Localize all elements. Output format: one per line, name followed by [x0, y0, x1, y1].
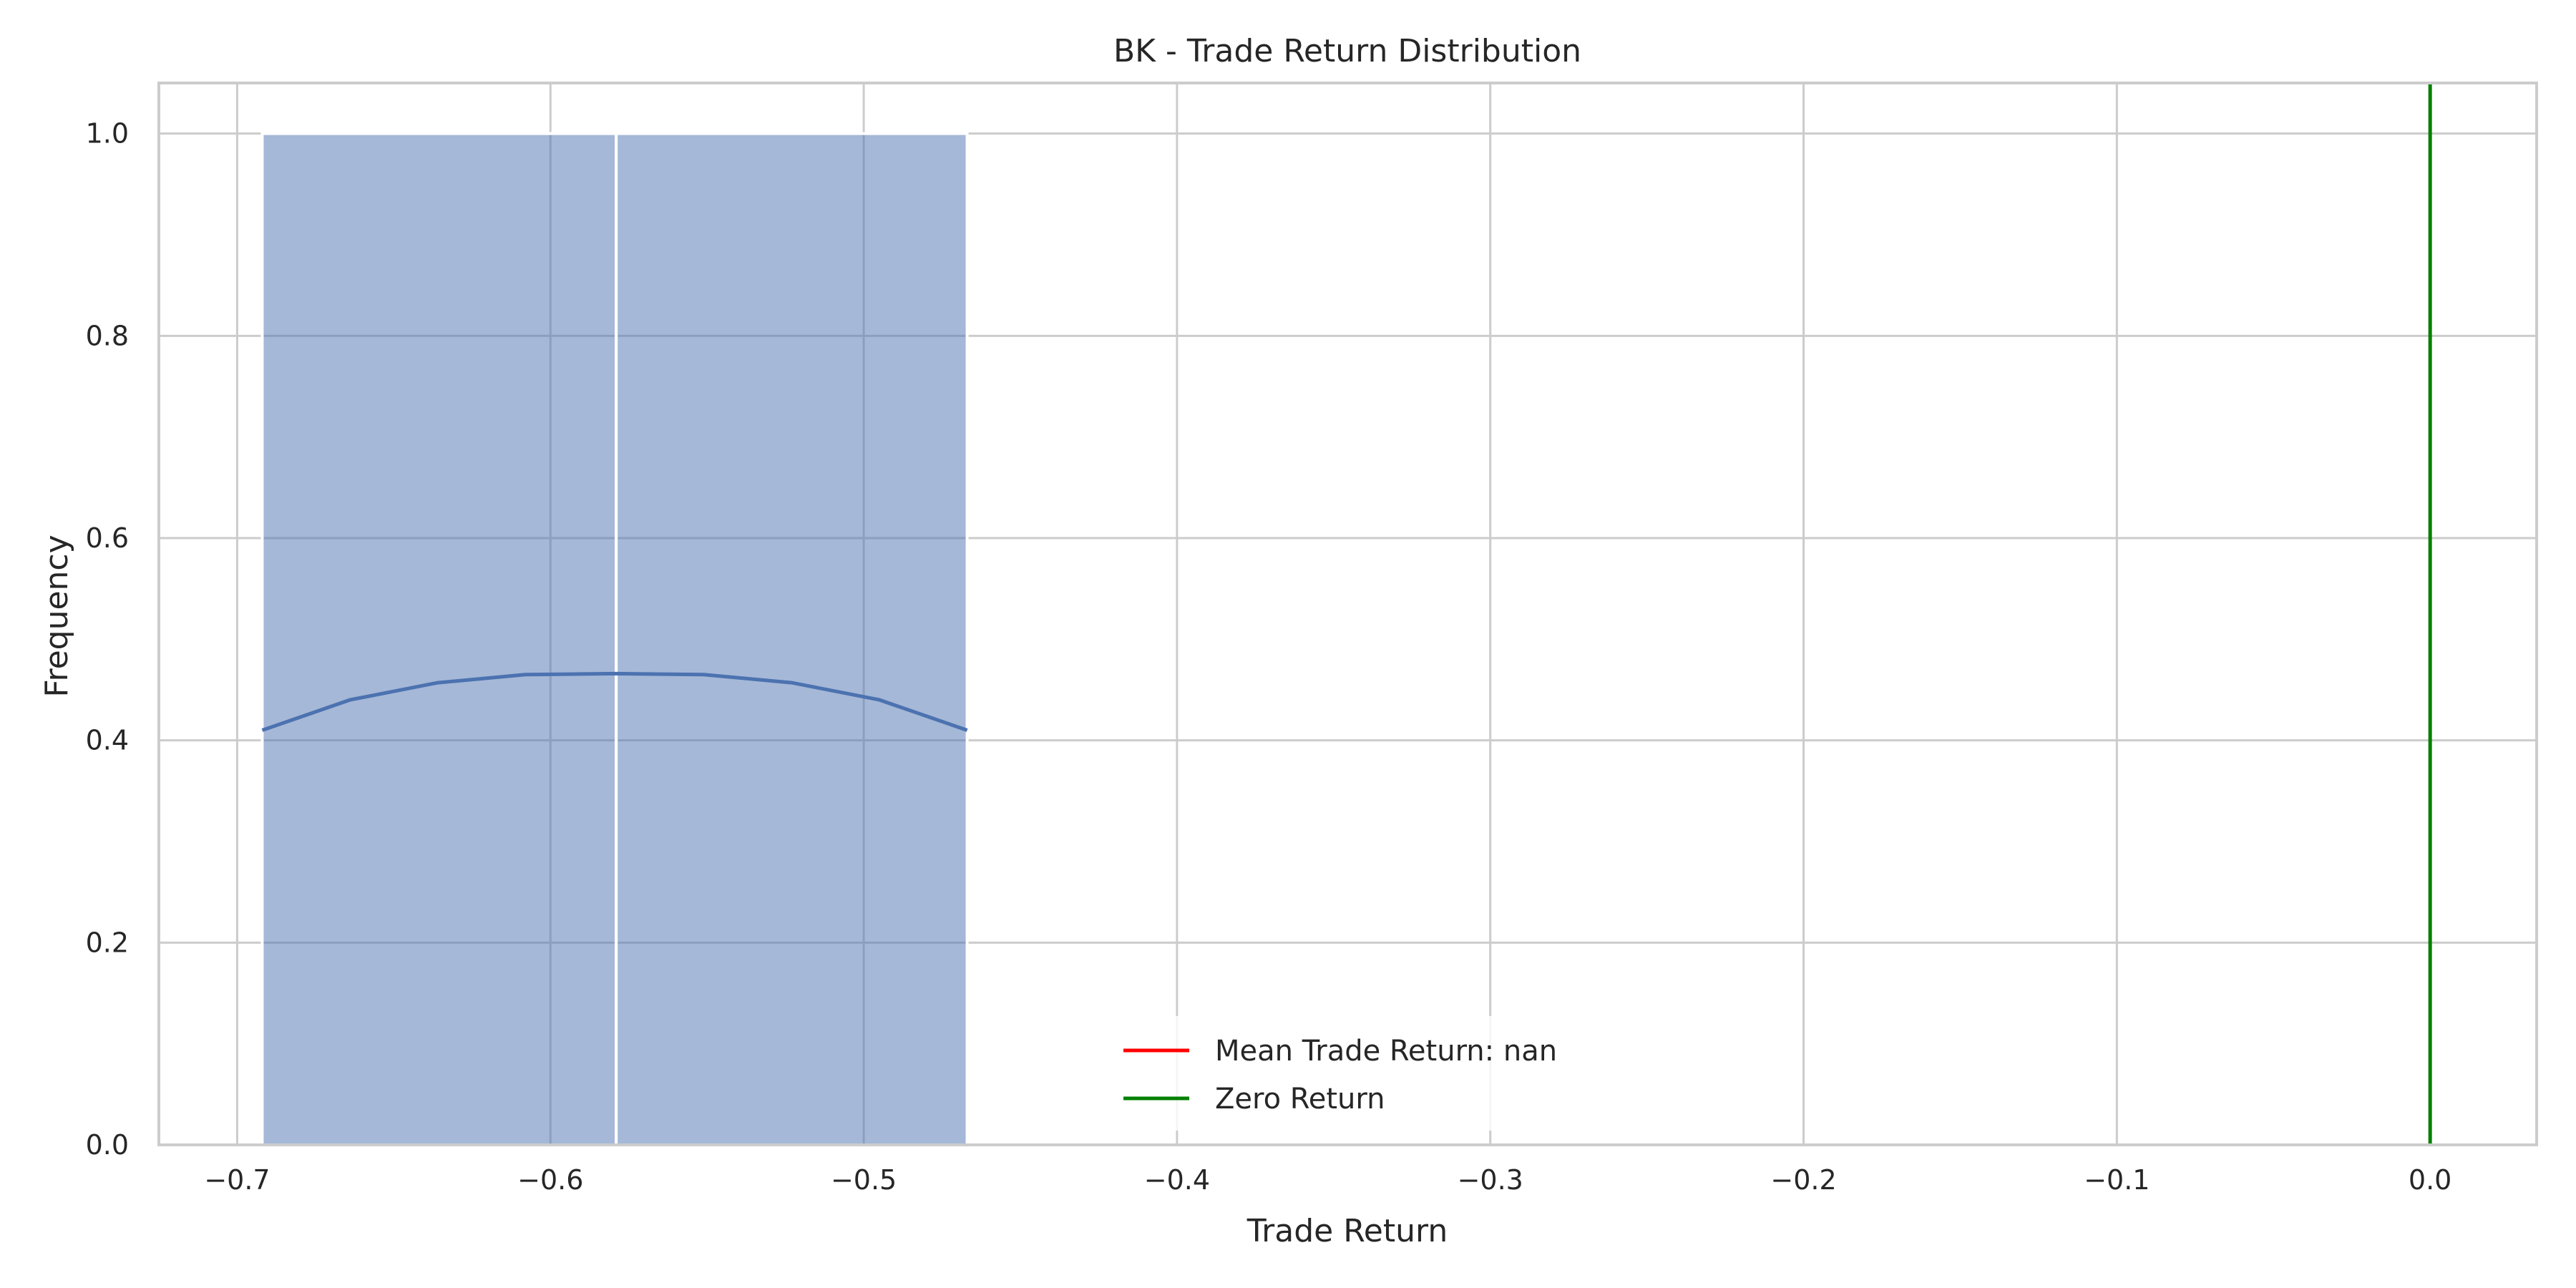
y-tick-label-2: 0.4 [86, 725, 129, 756]
x-tick-label-6: −0.1 [2084, 1164, 2150, 1196]
histogram-bar-0 [260, 132, 618, 1147]
x-tick-labels: −0.7 −0.6 −0.5 −0.4 −0.3 −0.2 −0.1 0.0 [204, 1164, 2451, 1196]
legend-box [1106, 1016, 1606, 1131]
x-tick-label-4: −0.3 [1458, 1164, 1523, 1196]
x-axis-title: Trade Return [1246, 1213, 1448, 1249]
legend-mean-label: Mean Trade Return: nan [1215, 1035, 1557, 1068]
x-tick-label-2: −0.5 [831, 1164, 897, 1196]
y-tick-label-5: 1.0 [86, 118, 129, 150]
y-tick-labels: 0.0 0.2 0.4 0.6 0.8 1.0 [86, 118, 129, 1161]
x-tick-label-3: −0.4 [1144, 1164, 1210, 1196]
y-tick-label-1: 0.2 [86, 927, 129, 958]
y-axis-title: Frequency [39, 535, 75, 697]
legend-zero-label: Zero Return [1215, 1083, 1385, 1116]
kde-curve [261, 671, 968, 732]
x-tick-label-7: 0.0 [2409, 1164, 2451, 1196]
plot-frame [157, 82, 2538, 1146]
histogram-bar-1 [615, 132, 969, 1147]
x-tick-label-1: −0.6 [517, 1164, 583, 1196]
y-tick-label-0: 0.0 [86, 1129, 129, 1161]
legend: Mean Trade Return: nan Zero Return [1106, 1016, 1606, 1131]
x-tick-label-0: −0.7 [204, 1164, 270, 1196]
y-tick-label-3: 0.6 [86, 522, 129, 554]
chart-title: BK - Trade Return Distribution [1113, 33, 1581, 69]
bars-layer [260, 132, 969, 1147]
kde-layer [261, 671, 968, 732]
y-tick-label-4: 0.8 [86, 320, 129, 351]
x-tick-label-5: −0.2 [1770, 1164, 1836, 1196]
